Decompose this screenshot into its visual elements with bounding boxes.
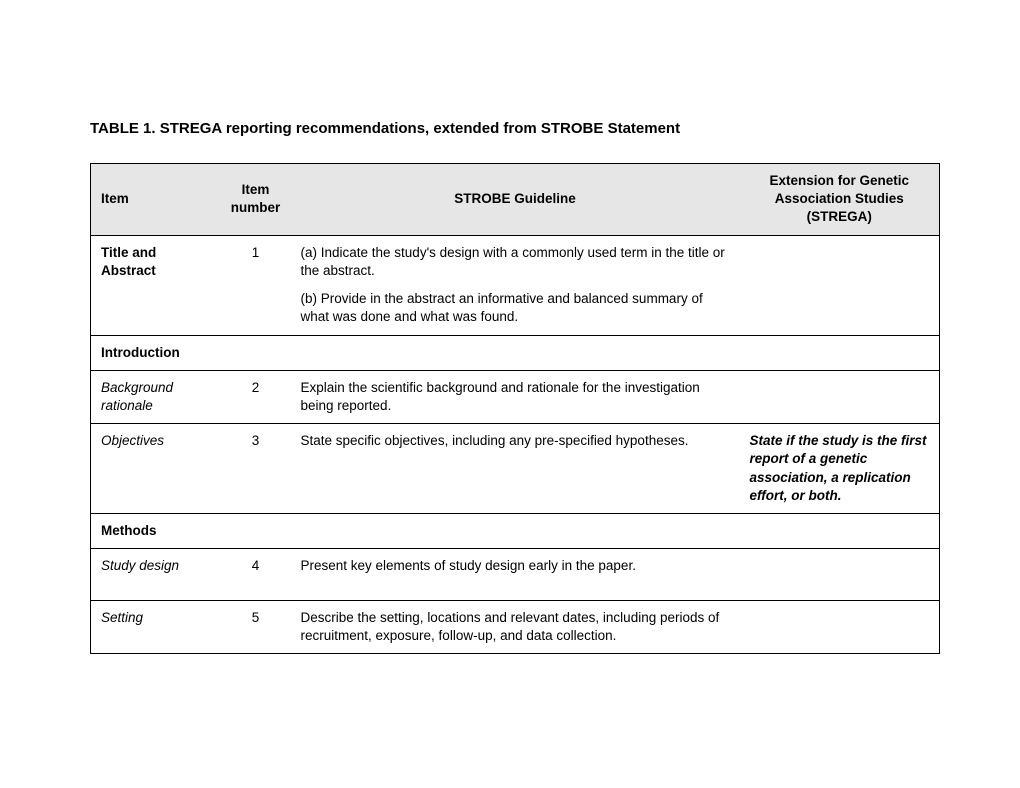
cell-extension: State if the study is the first report o… — [740, 424, 940, 514]
cell-item: Introduction — [91, 335, 221, 370]
cell-item-number — [221, 514, 291, 549]
cell-extension — [740, 600, 940, 653]
cell-item-number: 4 — [221, 549, 291, 600]
cell-item-number — [221, 335, 291, 370]
col-header-extension: Extension for Genetic Association Studie… — [740, 164, 940, 236]
cell-strobe — [291, 514, 740, 549]
cell-extension — [740, 288, 940, 335]
cell-item: Objectives — [91, 424, 221, 514]
cell-item-number: 1 — [221, 235, 291, 288]
table-row: Title and Abstract1(a) Indicate the stud… — [91, 235, 940, 288]
cell-extension — [740, 235, 940, 288]
cell-strobe: Describe the setting, locations and rele… — [291, 600, 740, 653]
cell-strobe: State specific objectives, including any… — [291, 424, 740, 514]
cell-item-number: 3 — [221, 424, 291, 514]
cell-item — [91, 288, 221, 335]
col-header-strobe: STROBE Guideline — [291, 164, 740, 236]
cell-extension — [740, 549, 940, 600]
table-row: Objectives3State specific objectives, in… — [91, 424, 940, 514]
cell-strobe: (b) Provide in the abstract an informati… — [291, 288, 740, 335]
cell-item: Study design — [91, 549, 221, 600]
cell-strobe: (a) Indicate the study's design with a c… — [291, 235, 740, 288]
cell-item: Background rationale — [91, 370, 221, 423]
cell-item: Setting — [91, 600, 221, 653]
col-header-item: Item — [91, 164, 221, 236]
cell-item: Title and Abstract — [91, 235, 221, 288]
table-row: Introduction — [91, 335, 940, 370]
cell-item-number: 2 — [221, 370, 291, 423]
table-row: Background rationale2Explain the scienti… — [91, 370, 940, 423]
table-row: Methods — [91, 514, 940, 549]
table-title: TABLE 1. STREGA reporting recommendation… — [90, 120, 940, 137]
cell-strobe: Explain the scientific background and ra… — [291, 370, 740, 423]
cell-strobe — [291, 335, 740, 370]
table-row: (b) Provide in the abstract an informati… — [91, 288, 940, 335]
cell-strobe: Present key elements of study design ear… — [291, 549, 740, 600]
cell-extension — [740, 370, 940, 423]
cell-item-number — [221, 288, 291, 335]
table-row: Setting5Describe the setting, locations … — [91, 600, 940, 653]
col-header-item-number: Item number — [221, 164, 291, 236]
cell-extension — [740, 335, 940, 370]
cell-extension — [740, 514, 940, 549]
strega-table: Item Item number STROBE Guideline Extens… — [90, 163, 940, 654]
cell-item: Methods — [91, 514, 221, 549]
table-header-row: Item Item number STROBE Guideline Extens… — [91, 164, 940, 236]
cell-item-number: 5 — [221, 600, 291, 653]
table-row: Study design4Present key elements of stu… — [91, 549, 940, 600]
